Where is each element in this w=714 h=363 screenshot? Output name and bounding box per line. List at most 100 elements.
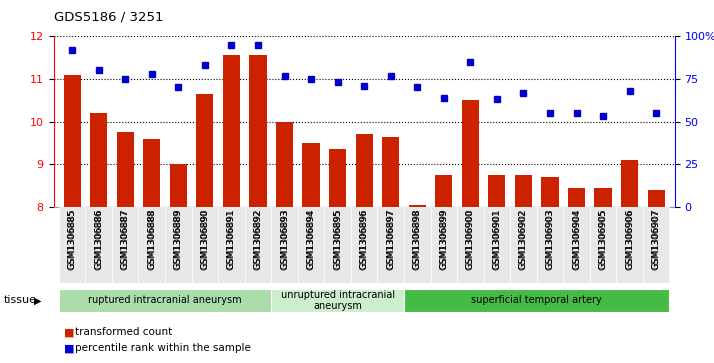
- Text: GSM1306885: GSM1306885: [68, 208, 76, 269]
- Bar: [223, 56, 240, 207]
- Text: GSM1306891: GSM1306891: [227, 208, 236, 269]
- Text: GSM1306903: GSM1306903: [545, 209, 555, 270]
- Text: GSM1306901: GSM1306901: [493, 208, 501, 269]
- Text: GSM1306888: GSM1306888: [147, 209, 156, 270]
- Text: GSM1306906: GSM1306906: [625, 209, 634, 270]
- Text: GSM1306905: GSM1306905: [598, 208, 608, 269]
- Text: transformed count: transformed count: [75, 327, 172, 337]
- Text: GSM1306887: GSM1306887: [121, 208, 130, 269]
- FancyBboxPatch shape: [404, 289, 670, 312]
- FancyBboxPatch shape: [191, 207, 218, 283]
- FancyBboxPatch shape: [86, 207, 112, 283]
- Bar: [515, 175, 532, 207]
- Bar: [356, 134, 373, 207]
- Bar: [170, 164, 187, 207]
- FancyBboxPatch shape: [431, 207, 457, 283]
- FancyBboxPatch shape: [112, 207, 139, 283]
- FancyBboxPatch shape: [404, 207, 431, 283]
- FancyBboxPatch shape: [483, 207, 510, 283]
- Text: GSM1306887: GSM1306887: [121, 209, 130, 270]
- Text: GSM1306895: GSM1306895: [333, 208, 342, 269]
- FancyBboxPatch shape: [298, 207, 324, 283]
- FancyBboxPatch shape: [616, 207, 643, 283]
- Bar: [621, 160, 638, 207]
- Text: GSM1306899: GSM1306899: [439, 209, 448, 270]
- FancyBboxPatch shape: [643, 207, 670, 283]
- Text: GSM1306894: GSM1306894: [306, 209, 316, 270]
- Text: GSM1306897: GSM1306897: [386, 209, 395, 270]
- Bar: [435, 175, 453, 207]
- Text: superficial temporal artery: superficial temporal artery: [471, 295, 602, 305]
- Text: GSM1306894: GSM1306894: [306, 208, 316, 269]
- Text: GSM1306907: GSM1306907: [652, 208, 660, 269]
- Text: GSM1306885: GSM1306885: [68, 209, 76, 270]
- Text: GSM1306889: GSM1306889: [174, 209, 183, 270]
- Bar: [64, 75, 81, 207]
- Text: GSM1306902: GSM1306902: [519, 209, 528, 270]
- FancyBboxPatch shape: [139, 207, 165, 283]
- Text: GSM1306896: GSM1306896: [360, 208, 368, 269]
- Text: GSM1306898: GSM1306898: [413, 209, 422, 270]
- Text: GSM1306904: GSM1306904: [572, 209, 581, 270]
- FancyBboxPatch shape: [59, 289, 271, 312]
- Text: GSM1306903: GSM1306903: [545, 208, 555, 269]
- Text: ▶: ▶: [34, 295, 42, 305]
- Text: GSM1306886: GSM1306886: [94, 208, 104, 269]
- Bar: [143, 139, 161, 207]
- FancyBboxPatch shape: [457, 207, 483, 283]
- Text: GSM1306901: GSM1306901: [493, 209, 501, 270]
- Text: GDS5186 / 3251: GDS5186 / 3251: [54, 11, 163, 24]
- Text: GSM1306906: GSM1306906: [625, 208, 634, 269]
- FancyBboxPatch shape: [218, 207, 245, 283]
- Bar: [462, 100, 479, 207]
- Text: GSM1306900: GSM1306900: [466, 208, 475, 269]
- Text: GSM1306890: GSM1306890: [201, 208, 209, 269]
- Text: ruptured intracranial aneurysm: ruptured intracranial aneurysm: [89, 295, 242, 305]
- Text: GSM1306886: GSM1306886: [94, 209, 104, 270]
- FancyBboxPatch shape: [271, 289, 404, 312]
- Text: GSM1306892: GSM1306892: [253, 208, 263, 269]
- FancyBboxPatch shape: [378, 207, 404, 283]
- Bar: [382, 136, 399, 207]
- FancyBboxPatch shape: [245, 207, 271, 283]
- Bar: [568, 188, 585, 207]
- Text: GSM1306895: GSM1306895: [333, 209, 342, 270]
- Bar: [249, 56, 266, 207]
- Bar: [303, 143, 320, 207]
- Text: GSM1306897: GSM1306897: [386, 208, 395, 269]
- Text: GSM1306904: GSM1306904: [572, 208, 581, 269]
- Bar: [541, 177, 558, 207]
- Bar: [196, 94, 213, 207]
- FancyBboxPatch shape: [324, 207, 351, 283]
- Text: percentile rank within the sample: percentile rank within the sample: [75, 343, 251, 354]
- Bar: [595, 188, 612, 207]
- Text: GSM1306899: GSM1306899: [439, 208, 448, 269]
- Text: tissue: tissue: [4, 295, 36, 305]
- Text: GSM1306905: GSM1306905: [598, 209, 608, 270]
- FancyBboxPatch shape: [271, 207, 298, 283]
- Text: GSM1306890: GSM1306890: [201, 209, 209, 270]
- Bar: [90, 113, 107, 207]
- Text: GSM1306898: GSM1306898: [413, 208, 422, 269]
- Text: ■: ■: [64, 327, 75, 337]
- Text: GSM1306889: GSM1306889: [174, 208, 183, 269]
- Text: unruptured intracranial
aneurysm: unruptured intracranial aneurysm: [281, 290, 395, 311]
- FancyBboxPatch shape: [590, 207, 616, 283]
- Bar: [116, 132, 134, 207]
- FancyBboxPatch shape: [165, 207, 191, 283]
- Bar: [276, 122, 293, 207]
- Text: GSM1306893: GSM1306893: [280, 208, 289, 269]
- Text: GSM1306891: GSM1306891: [227, 209, 236, 270]
- Text: GSM1306896: GSM1306896: [360, 209, 368, 270]
- Bar: [648, 190, 665, 207]
- FancyBboxPatch shape: [510, 207, 537, 283]
- Text: GSM1306900: GSM1306900: [466, 209, 475, 270]
- Bar: [488, 175, 506, 207]
- Text: GSM1306907: GSM1306907: [652, 209, 660, 270]
- Text: ■: ■: [64, 343, 75, 354]
- FancyBboxPatch shape: [563, 207, 590, 283]
- Bar: [329, 149, 346, 207]
- Text: GSM1306893: GSM1306893: [280, 209, 289, 270]
- FancyBboxPatch shape: [351, 207, 378, 283]
- Text: GSM1306902: GSM1306902: [519, 208, 528, 269]
